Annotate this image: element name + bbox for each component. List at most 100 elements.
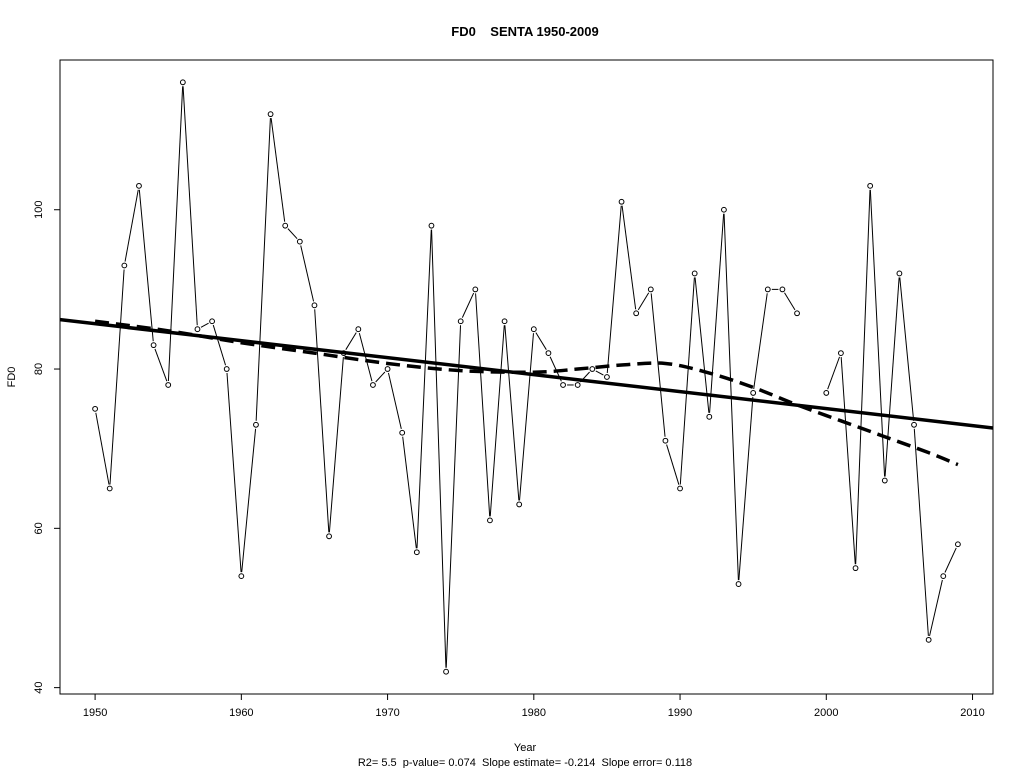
data-point (384, 366, 391, 372)
data-point (925, 636, 932, 643)
data-point (750, 390, 757, 396)
data-point (852, 565, 859, 572)
data-point (618, 198, 625, 205)
data-line-segment (929, 579, 943, 637)
data-line-segment (679, 277, 695, 485)
data-point (428, 222, 435, 229)
y-tick-label: 40 (33, 682, 45, 694)
data-line-segment (345, 332, 357, 350)
x-tick-label: 1990 (668, 707, 692, 719)
data-line-segment (109, 269, 125, 485)
data-point (296, 238, 303, 245)
data-point (735, 581, 742, 587)
data-point (472, 286, 479, 293)
data-point (896, 270, 903, 277)
y-tick-label: 80 (33, 363, 45, 375)
x-tick-label: 1970 (375, 707, 399, 719)
data-point (106, 485, 113, 492)
data-point (413, 549, 420, 556)
data-line-segment (650, 293, 666, 437)
data-point (223, 366, 230, 372)
data-line-segment (270, 118, 286, 222)
data-point (355, 326, 362, 333)
data-point (911, 421, 917, 428)
data-point (121, 262, 128, 269)
y-axis-title: FD0 (6, 367, 18, 388)
data-point (794, 310, 800, 317)
data-point (179, 79, 186, 86)
x-tick-label: 2000 (814, 707, 838, 719)
data-line-segment (709, 213, 725, 413)
data-line-segment (167, 86, 184, 381)
data-line-segment (314, 309, 330, 533)
data-point (443, 668, 449, 675)
data-line-segment (431, 229, 447, 668)
data-line-segment (884, 277, 900, 477)
data-line-segment (255, 118, 271, 421)
data-point (545, 350, 552, 357)
data-point (633, 310, 640, 317)
data-line-segment (416, 229, 432, 549)
data-line-segment (738, 396, 754, 581)
data-point (487, 517, 493, 524)
data-point (940, 573, 947, 580)
data-line-segment (154, 348, 168, 382)
data-point (823, 390, 830, 396)
data-point (501, 318, 508, 325)
data-point (560, 382, 566, 388)
data-line-segment (840, 357, 856, 565)
data-point (194, 326, 201, 333)
series-layer (60, 79, 993, 675)
data-line-segment (855, 189, 871, 565)
x-tick-label: 1960 (229, 707, 253, 719)
data-point (677, 485, 683, 492)
data-line-segment (124, 189, 139, 262)
data-line-segment (445, 325, 462, 668)
data-line-segment (300, 245, 315, 302)
data-line-segment (287, 228, 298, 239)
stats-footnote: R2= 5.5 p-value= 0.074 Slope estimate= -… (358, 757, 692, 768)
data-point (282, 222, 289, 229)
y-tick-label: 60 (33, 522, 45, 534)
data-point (589, 366, 596, 372)
data-line-segment (387, 372, 402, 429)
data-line-segment (666, 444, 680, 485)
data-point (838, 350, 844, 357)
data-line-segment (784, 292, 796, 311)
data-line-segment (182, 86, 198, 326)
x-axis: 1950 1960 1970 1980 1990 2000 2010 (83, 694, 985, 719)
data-line-segment (753, 293, 768, 390)
data-point (721, 206, 727, 213)
data-line-segment (913, 428, 929, 636)
data-point (136, 182, 142, 189)
chart-title: FD0 SENTA 1950-2009 (451, 24, 598, 39)
data-line-segment (241, 428, 257, 573)
linear-trend-line (60, 317, 993, 430)
data-point (238, 573, 245, 580)
data-point (574, 382, 581, 388)
x-tick-label: 1980 (522, 707, 546, 719)
data-line-segment (606, 205, 622, 374)
data-point (311, 302, 318, 309)
smoothed-trend-curve (94, 319, 959, 467)
data-line-segment (595, 370, 604, 376)
data-point (92, 405, 98, 412)
data-point (764, 286, 771, 293)
data-line-segment (358, 332, 373, 382)
data-point (399, 429, 406, 436)
x-tick-label: 2010 (960, 707, 984, 719)
data-point (647, 286, 654, 293)
data-line-segment (375, 371, 386, 383)
data-line-segment (899, 277, 915, 421)
data-point (604, 374, 610, 380)
data-line-segment (944, 547, 957, 573)
data-line-segment (212, 324, 227, 366)
data-point (662, 437, 669, 444)
data-line-segment (475, 293, 491, 517)
data-point (267, 111, 274, 118)
data-point (326, 533, 332, 540)
data-point (516, 501, 523, 508)
data-point (253, 421, 259, 428)
data-point (955, 541, 961, 548)
